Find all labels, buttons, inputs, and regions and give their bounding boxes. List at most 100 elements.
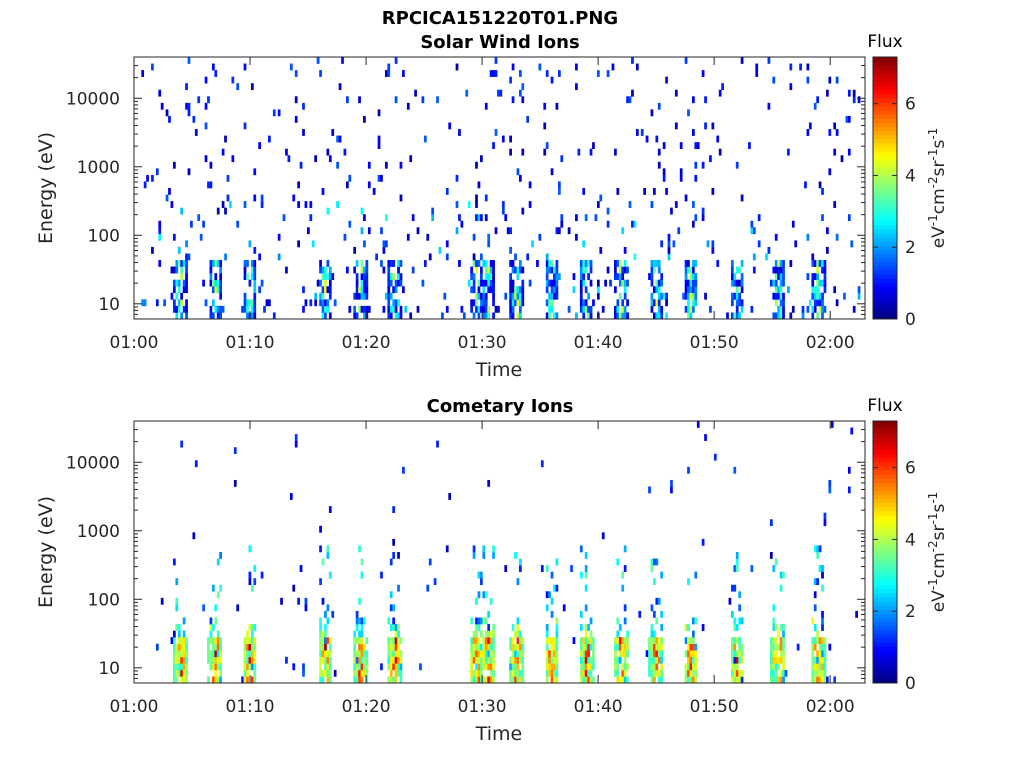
- heatmap-cell: [336, 135, 339, 143]
- heatmap-cell: [857, 286, 861, 294]
- heatmap-cell: [587, 669, 590, 677]
- heatmap-cell: [211, 286, 215, 294]
- heatmap-cell: [626, 279, 629, 287]
- heatmap-cell: [501, 207, 505, 215]
- heatmap-cell: [811, 273, 815, 280]
- heatmap-cell: [687, 286, 690, 294]
- heatmap-cell: [358, 643, 361, 651]
- heatmap-cell: [772, 656, 776, 664]
- heatmap-cell: [769, 676, 773, 684]
- heatmap-cell: [548, 292, 551, 300]
- heatmap-cell: [211, 63, 215, 71]
- heatmap-cell: [572, 637, 576, 644]
- heatmap-cell: [321, 266, 325, 274]
- heatmap-cell: [484, 676, 488, 684]
- heatmap-cell: [582, 273, 586, 280]
- heatmap-cell: [231, 155, 235, 163]
- heatmap-cell: [445, 188, 449, 195]
- heatmap-cell: [480, 299, 483, 307]
- heatmap-cell: [182, 663, 186, 671]
- heatmap-cell: [445, 305, 449, 313]
- heatmap-cell: [740, 260, 744, 267]
- heatmap-cell: [175, 260, 179, 267]
- heatmap-cell: [294, 96, 298, 104]
- heatmap-cell: [816, 669, 820, 677]
- heatmap-cell: [550, 305, 554, 313]
- heatmap-cell: [363, 273, 366, 280]
- colorbar-swatch: [873, 584, 897, 590]
- heatmap-cell: [660, 312, 664, 320]
- heatmap-cell: [387, 273, 391, 280]
- heatmap-cell: [813, 604, 817, 612]
- heatmap-cell: [614, 305, 617, 313]
- heatmap-cell: [587, 305, 590, 313]
- heatmap-cell: [662, 142, 666, 149]
- heatmap-cell: [828, 76, 832, 84]
- heatmap-cell: [655, 650, 659, 658]
- heatmap-cell: [650, 273, 654, 280]
- heatmap-cell: [397, 643, 400, 651]
- heatmap-cell: [653, 610, 656, 618]
- heatmap-cell: [692, 260, 695, 267]
- heatmap-cell: [650, 260, 654, 267]
- heatmap-cell: [487, 279, 491, 287]
- heatmap-cell: [816, 260, 820, 267]
- heatmap-cell: [575, 233, 578, 241]
- heatmap-cell: [653, 650, 656, 658]
- heatmap-cell: [655, 279, 659, 287]
- heatmap-cell: [772, 643, 776, 651]
- heatmap-cell: [384, 292, 388, 300]
- colorbar-swatch: [873, 122, 897, 128]
- heatmap-cell: [728, 597, 732, 605]
- heatmap-cell: [650, 650, 654, 658]
- heatmap-cell: [650, 604, 654, 612]
- heatmap-cell: [353, 676, 357, 684]
- heatmap-cell: [623, 305, 627, 313]
- heatmap-cell: [694, 676, 698, 684]
- colorbar-swatch: [873, 625, 897, 631]
- heatmap-cell: [545, 142, 549, 149]
- heatmap-cell: [557, 273, 561, 280]
- heatmap-cell: [692, 201, 695, 208]
- heatmap-cell: [521, 279, 525, 287]
- heatmap-cell: [331, 273, 335, 280]
- heatmap-cell: [584, 214, 588, 222]
- heatmap-cell: [358, 637, 361, 644]
- heatmap-cell: [411, 266, 415, 274]
- heatmap-cell: [650, 637, 654, 644]
- heatmap-cell: [155, 643, 159, 651]
- heatmap-cell: [660, 571, 664, 579]
- heatmap-cell: [509, 148, 512, 156]
- heatmap-cell: [516, 299, 520, 307]
- heatmap-cell: [367, 181, 371, 189]
- x-tick-label: 01:10: [226, 333, 275, 353]
- heatmap-cell: [250, 584, 254, 592]
- heatmap-cell: [487, 624, 491, 631]
- heatmap-cell: [777, 312, 781, 320]
- heatmap-cell: [735, 305, 739, 313]
- heatmap-cell: [353, 246, 357, 254]
- heatmap-cell: [733, 656, 737, 664]
- heatmap-cell: [409, 155, 413, 163]
- heatmap-cell: [487, 233, 491, 241]
- heatmap-cell: [592, 656, 595, 664]
- heatmap-cell: [489, 273, 493, 280]
- heatmap-cell: [667, 253, 671, 261]
- heatmap-cell: [321, 273, 325, 280]
- heatmap-cell: [480, 305, 483, 313]
- heatmap-cell: [392, 273, 396, 280]
- heatmap-cell: [307, 227, 310, 235]
- heatmap-cell: [319, 292, 322, 300]
- heatmap-cell: [260, 194, 264, 202]
- heatmap-cell: [324, 266, 327, 274]
- heatmap-cell: [692, 637, 695, 644]
- heatmap-cell: [813, 305, 817, 313]
- heatmap-cell: [482, 260, 486, 267]
- heatmap-cell: [319, 676, 322, 684]
- heatmap-cell: [521, 299, 525, 307]
- colorbar-swatch: [873, 654, 897, 659]
- heatmap-cell: [172, 656, 176, 664]
- heatmap-cell: [397, 279, 400, 287]
- heatmap-cell: [248, 299, 252, 307]
